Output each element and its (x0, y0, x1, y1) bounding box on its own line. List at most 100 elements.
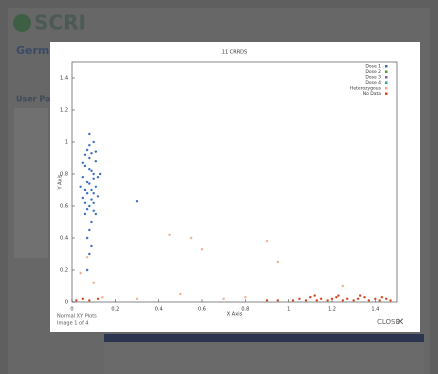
y-tick-label: 0.2 (60, 268, 68, 274)
logo-icon (13, 14, 31, 32)
legend-marker (385, 92, 388, 95)
point (85, 148, 89, 152)
x-tick-label: 0 (70, 307, 73, 313)
point (83, 188, 87, 192)
x-tick-label: 0.2 (111, 307, 119, 313)
point (92, 281, 95, 284)
point (81, 196, 85, 200)
point (88, 156, 91, 160)
point (85, 268, 89, 272)
panel-title: User Pan (16, 95, 56, 104)
legend-label: Dose 2 (365, 69, 381, 75)
logo: SCRI (34, 11, 86, 35)
x-tick-label: 0.6 (198, 307, 206, 313)
point (309, 296, 312, 299)
point (94, 212, 98, 216)
point (94, 185, 98, 188)
point (367, 299, 371, 302)
legend-marker (385, 70, 388, 73)
point (98, 172, 102, 176)
x-tick-label: 1.2 (328, 307, 336, 313)
point (96, 297, 100, 300)
point (276, 299, 280, 302)
point (356, 297, 360, 300)
point (92, 209, 95, 212)
point (90, 198, 93, 201)
point (135, 297, 139, 300)
x-tick-label: 0.8 (241, 307, 249, 313)
point (276, 260, 280, 264)
point (85, 236, 89, 240)
point (88, 168, 91, 171)
legend-label: No Data (363, 91, 382, 97)
sidebar (14, 108, 48, 258)
table-body (104, 343, 424, 374)
point (337, 294, 340, 297)
point (135, 200, 139, 203)
point (326, 299, 329, 302)
point (96, 195, 100, 198)
point (85, 256, 89, 259)
point (88, 252, 91, 256)
x-tick-label: 1 (287, 307, 290, 313)
point (378, 299, 381, 302)
close-button[interactable]: CLOSE ✕ (377, 317, 404, 328)
point (380, 296, 384, 299)
point (88, 132, 91, 136)
point (304, 299, 308, 302)
point (92, 192, 95, 195)
point (244, 296, 247, 299)
point (298, 297, 301, 300)
point (101, 296, 104, 299)
y-axis-label: Y Axis (58, 174, 64, 190)
table-header (104, 334, 424, 342)
point (88, 299, 91, 302)
point (81, 176, 85, 179)
legend-marker (385, 81, 388, 84)
plot: 11 CRRDS X Axis Y Axis 0 0.2 0.4 0.6 0.8 1 1.2 1.4… (58, 50, 398, 318)
point (189, 236, 193, 240)
point (222, 297, 225, 300)
legend-label: Dose 1 (365, 64, 381, 70)
legend-label: Dose 3 (365, 75, 381, 81)
point (389, 299, 392, 302)
close-icon[interactable]: ✕ (396, 317, 404, 328)
point (168, 233, 171, 236)
counter: Image 1 of 4 (57, 321, 89, 327)
point (88, 228, 91, 232)
point (341, 299, 345, 302)
legend-label: Dose 4 (365, 80, 381, 86)
point (92, 140, 95, 144)
close-label[interactable]: CLOSE (377, 318, 400, 326)
point (345, 297, 349, 300)
y-tick-label: 1.4 (60, 76, 68, 82)
point (85, 192, 89, 195)
point (90, 152, 93, 155)
x-axis-label: X Axis (227, 312, 243, 318)
point (90, 220, 93, 224)
legend-label: Heterozygous (350, 86, 382, 92)
point (315, 299, 319, 302)
point (341, 284, 345, 288)
y-tick-label: 0 (65, 300, 68, 306)
point (92, 177, 95, 180)
plot-frame (71, 61, 398, 303)
x-tick-label: 1.4 (371, 307, 379, 313)
point (88, 182, 91, 185)
y-tick-label: 0.8 (60, 172, 68, 178)
point (81, 161, 85, 164)
point (83, 212, 87, 216)
point (265, 299, 269, 302)
point (83, 153, 87, 156)
point (83, 164, 87, 168)
point (330, 297, 334, 300)
y-tick-label: 1 (65, 140, 68, 146)
point (81, 297, 85, 300)
x-tick-label: 0.4 (155, 307, 163, 313)
point (96, 176, 100, 179)
point (90, 169, 93, 172)
point (94, 150, 98, 153)
chart-title: 11 CRRDS (222, 50, 247, 56)
point (291, 299, 295, 302)
